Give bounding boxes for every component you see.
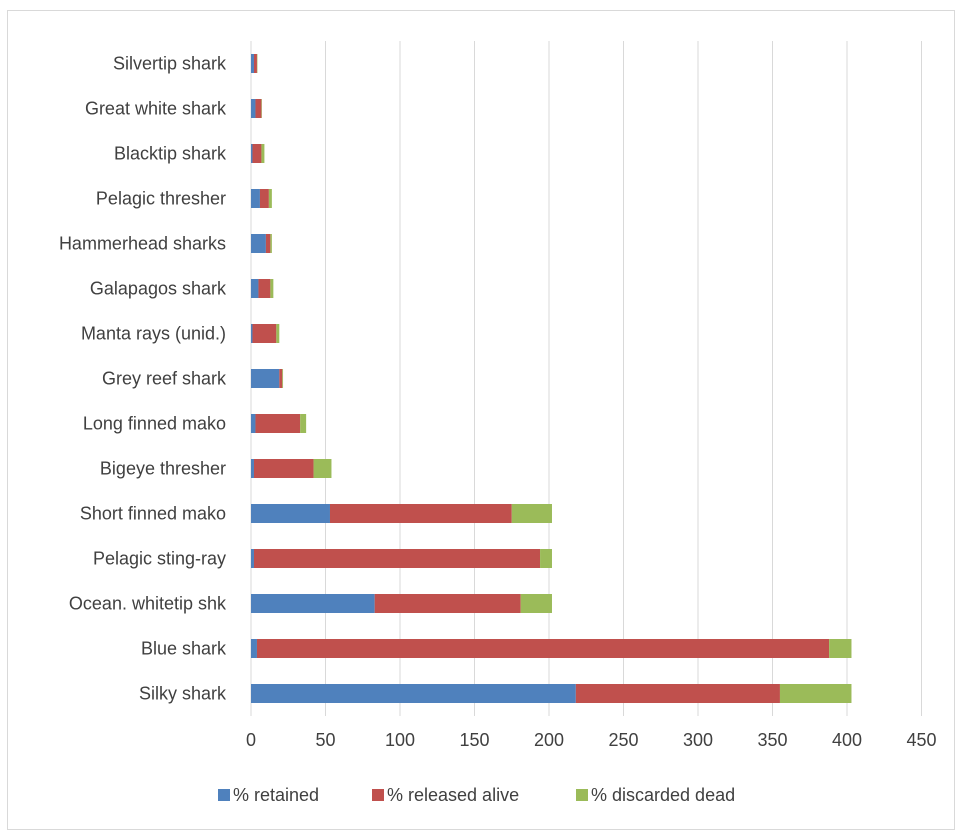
bar-segment bbox=[313, 459, 332, 478]
bar-segment bbox=[259, 189, 269, 208]
bar-segment bbox=[252, 144, 262, 163]
bar-segment bbox=[253, 54, 257, 73]
category-label: Galapagos shark bbox=[90, 279, 227, 299]
bar-segment bbox=[251, 234, 266, 253]
bar-segment bbox=[253, 549, 541, 568]
category-label: Bigeye thresher bbox=[100, 459, 226, 479]
x-tick-label: 150 bbox=[459, 730, 489, 750]
bar-segment bbox=[255, 414, 301, 433]
x-tick-label: 200 bbox=[534, 730, 564, 750]
legend-swatch bbox=[218, 789, 230, 801]
bar-segment bbox=[329, 504, 512, 523]
bar-segment bbox=[251, 549, 254, 568]
legend-label: % discarded dead bbox=[591, 785, 735, 805]
bar-segment bbox=[268, 189, 272, 208]
bar-segment bbox=[251, 279, 259, 298]
category-label: Short finned mako bbox=[80, 504, 226, 524]
bar-segment bbox=[251, 324, 253, 343]
bar-segment bbox=[270, 234, 272, 253]
category-label: Manta rays (unid.) bbox=[81, 324, 226, 344]
x-tick-label: 250 bbox=[608, 730, 638, 750]
bar-segment bbox=[251, 639, 257, 658]
legend: % retained % released alive % discarded de… bbox=[218, 785, 735, 805]
bars bbox=[251, 54, 852, 703]
x-tick-labels: 0 50 100 150 200 250 300 350 400 450 bbox=[246, 730, 937, 750]
category-label: Blue shark bbox=[141, 639, 227, 659]
category-labels: Silky shark Blue shark Ocean. whitetip shk… bbox=[59, 54, 227, 704]
bar-segment bbox=[270, 279, 274, 298]
x-tick-label: 450 bbox=[906, 730, 936, 750]
bar-segment bbox=[251, 54, 254, 73]
bar-segment bbox=[251, 459, 254, 478]
bar-segment bbox=[251, 414, 256, 433]
bar-segment bbox=[261, 144, 265, 163]
legend-label: % released alive bbox=[387, 785, 519, 805]
bar-segment bbox=[255, 99, 262, 118]
chart-frame: Silky shark Blue shark Ocean. whitetip shk… bbox=[7, 10, 955, 830]
category-label: Hammerhead sharks bbox=[59, 234, 226, 254]
category-label: Pelagic thresher bbox=[96, 189, 226, 209]
category-label: Silky shark bbox=[139, 684, 227, 704]
x-tick-label: 350 bbox=[757, 730, 787, 750]
bar-segment bbox=[253, 459, 314, 478]
bar-segment bbox=[251, 369, 280, 388]
x-tick-label: 100 bbox=[385, 730, 415, 750]
bar-segment bbox=[251, 189, 260, 208]
legend-label: % retained bbox=[233, 785, 319, 805]
bar-segment bbox=[279, 369, 283, 388]
bar-segment bbox=[540, 549, 552, 568]
category-label: Grey reef shark bbox=[102, 369, 227, 389]
category-label: Long finned mako bbox=[83, 414, 226, 434]
bar-segment bbox=[374, 594, 521, 613]
bar-segment bbox=[251, 99, 256, 118]
category-label: Blacktip shark bbox=[114, 144, 227, 164]
bar-segment bbox=[575, 684, 780, 703]
bar-segment bbox=[252, 324, 277, 343]
gridlines bbox=[250, 41, 922, 716]
bar-segment bbox=[282, 369, 284, 388]
stacked-bar-chart: Silky shark Blue shark Ocean. whitetip shk… bbox=[59, 41, 937, 805]
bar-segment bbox=[251, 144, 253, 163]
bar-segment bbox=[829, 639, 852, 658]
category-label: Ocean. whitetip shk bbox=[69, 594, 227, 614]
category-label: Pelagic sting-ray bbox=[93, 549, 226, 569]
x-tick-label: 400 bbox=[832, 730, 862, 750]
bar-segment bbox=[251, 504, 330, 523]
legend-swatch bbox=[576, 789, 588, 801]
bar-segment bbox=[511, 504, 552, 523]
legend-swatch bbox=[372, 789, 384, 801]
bar-segment bbox=[251, 684, 576, 703]
category-label: Silvertip shark bbox=[113, 54, 227, 74]
x-tick-label: 300 bbox=[683, 730, 713, 750]
bar-segment bbox=[276, 324, 280, 343]
bar-segment bbox=[251, 594, 375, 613]
bar-segment bbox=[520, 594, 552, 613]
x-tick-label: 0 bbox=[246, 730, 256, 750]
bar-segment bbox=[779, 684, 852, 703]
bar-segment bbox=[258, 279, 271, 298]
x-tick-label: 50 bbox=[315, 730, 335, 750]
category-label: Great white shark bbox=[85, 99, 227, 119]
bar-segment bbox=[265, 234, 271, 253]
bar-segment bbox=[300, 414, 307, 433]
bar-segment bbox=[256, 639, 830, 658]
